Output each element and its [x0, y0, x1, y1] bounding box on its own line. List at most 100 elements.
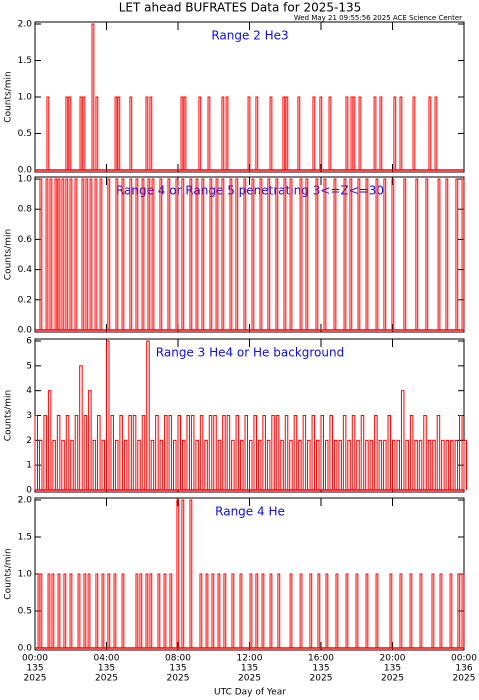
spike: [69, 573, 73, 648]
spike: [177, 415, 181, 490]
spike: [121, 573, 125, 648]
spike: [315, 178, 319, 330]
spike: [299, 573, 303, 648]
spike: [221, 178, 225, 330]
spike: [461, 573, 465, 648]
x-tick-label: 16:00: [308, 654, 334, 664]
spike: [208, 415, 213, 490]
spike: [222, 415, 226, 490]
y-tick-label: 0.0: [18, 644, 33, 654]
spike: [428, 96, 432, 170]
spike: [132, 415, 137, 490]
spike: [97, 415, 101, 490]
spike: [176, 499, 180, 648]
spike: [378, 439, 383, 490]
y-tick-label: 4: [26, 386, 32, 396]
spike: [312, 96, 316, 170]
spike: [269, 573, 273, 648]
y-tick-label: 0.6: [18, 235, 33, 245]
spike: [271, 415, 275, 490]
spike: [56, 415, 61, 490]
spike: [107, 573, 111, 648]
spike: [425, 178, 429, 330]
spike: [114, 96, 118, 170]
spike: [180, 96, 184, 170]
spike: [43, 415, 47, 490]
spike: [95, 573, 99, 648]
spike: [74, 415, 79, 490]
spike: [135, 573, 139, 648]
spike: [393, 96, 397, 170]
x-axis-label: UTC Day of Year: [214, 688, 286, 698]
spike: [91, 23, 95, 170]
spike: [387, 415, 392, 490]
panel-frame: [34, 176, 465, 333]
spike: [217, 573, 221, 648]
spike: [205, 573, 209, 648]
spike: [357, 178, 361, 330]
spike: [431, 573, 435, 648]
spike: [167, 178, 171, 330]
spike: [349, 178, 353, 330]
spike: [57, 178, 61, 330]
y-tick-label: 0.5: [18, 129, 32, 139]
spike: [101, 573, 105, 648]
spike: [235, 178, 239, 330]
y-tick-label: 0.4: [18, 265, 33, 275]
y-tick-label: 0: [26, 486, 32, 496]
spike: [251, 178, 255, 330]
spike: [317, 573, 321, 648]
x-tick-label: 20:00: [380, 654, 406, 664]
spike: [284, 415, 289, 490]
spike: [389, 573, 393, 648]
spike: [45, 178, 49, 330]
spike: [289, 439, 293, 490]
spike: [277, 573, 281, 648]
x-tick-day: 135: [26, 664, 43, 674]
spike: [57, 573, 61, 648]
y-tick-label: 0.8: [18, 205, 33, 215]
spike: [146, 340, 150, 490]
spike: [195, 178, 199, 330]
x-tick-year: 2025: [167, 674, 190, 684]
spike: [51, 573, 55, 648]
panel-title: Range 2 He3: [211, 29, 288, 43]
spike: [114, 439, 119, 490]
spike: [85, 178, 89, 330]
spike: [289, 573, 293, 648]
spike: [247, 96, 251, 170]
x-tick-day: 135: [169, 664, 186, 674]
x-tick-year: 2025: [381, 674, 404, 684]
x-tick-year: 2025: [95, 674, 118, 684]
spike: [52, 439, 56, 490]
spike: [151, 178, 155, 330]
spike: [89, 178, 93, 330]
chart-title: LET ahead BUFRATES Data for 2025-135: [119, 1, 361, 15]
spike: [34, 415, 38, 490]
spike: [157, 573, 161, 648]
spike: [113, 573, 117, 648]
spike: [119, 415, 123, 490]
spike: [123, 439, 128, 490]
y-tick-label: 0.0: [18, 326, 33, 336]
spike: [445, 439, 450, 490]
spike: [141, 415, 146, 490]
x-tick-day: 136: [455, 664, 472, 674]
y-tick-label: 0.5: [18, 607, 32, 617]
spike: [418, 439, 423, 490]
y-tick-label: 1.0: [18, 570, 33, 580]
spike: [434, 96, 438, 170]
x-tick-year: 2025: [238, 674, 261, 684]
panel-title: Range 4 He: [215, 505, 285, 519]
spike: [139, 573, 143, 648]
spike: [235, 415, 240, 490]
spike: [129, 96, 133, 170]
spike: [320, 415, 324, 490]
spike: [181, 499, 185, 648]
y-tick-label: 1.5: [18, 533, 32, 543]
spike: [240, 439, 244, 490]
spike: [107, 178, 111, 330]
spike: [79, 365, 83, 490]
spike: [437, 178, 441, 330]
x-tick-year: 2025: [453, 674, 476, 684]
